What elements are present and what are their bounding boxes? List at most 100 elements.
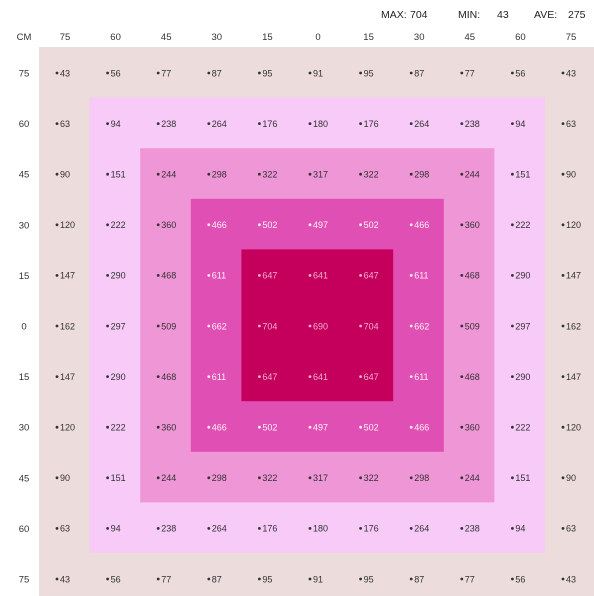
cell-marker: [409, 476, 413, 480]
cell-marker: [511, 425, 514, 429]
cell-marker: [106, 577, 109, 581]
cell-value: 162: [60, 321, 75, 331]
cell-value: 147: [60, 372, 75, 382]
cell-marker: [207, 71, 211, 75]
cell-marker: [258, 172, 261, 176]
cell-value: 90: [60, 473, 70, 483]
min-label: MIN:: [458, 9, 481, 21]
cell-value: 63: [566, 119, 576, 129]
max-value: 704: [410, 9, 428, 21]
y-tick-label: 15: [19, 271, 30, 282]
cell-marker: [55, 122, 59, 125]
cell-marker: [207, 375, 211, 378]
cell-value: 95: [364, 68, 374, 78]
cell-marker: [258, 375, 261, 378]
cell-marker: [207, 122, 211, 125]
cell-value: 611: [414, 372, 428, 382]
cell-marker: [409, 577, 413, 581]
cell-value: 290: [515, 372, 530, 382]
cell-marker: [55, 577, 59, 581]
cell-value: 63: [60, 524, 70, 534]
cell-value: 95: [364, 574, 374, 584]
cell-value: 162: [566, 321, 581, 331]
cell-value: 264: [212, 119, 227, 129]
cell-value: 647: [262, 372, 277, 382]
cell-value: 56: [111, 68, 121, 78]
cell-value: 238: [465, 119, 480, 129]
cell-marker: [561, 425, 565, 429]
cell-value: 43: [60, 68, 70, 78]
cell-value: 87: [212, 68, 222, 78]
cell-marker: [308, 223, 312, 227]
cell-marker: [359, 375, 362, 378]
cell-marker: [460, 223, 464, 227]
cell-marker: [409, 122, 413, 125]
cell-marker: [511, 324, 514, 328]
cell-marker: [511, 375, 514, 378]
cell-value: 322: [364, 170, 379, 180]
cell-value: 176: [262, 524, 277, 534]
cell-marker: [308, 324, 312, 328]
cell-value: 244: [465, 170, 480, 180]
cell-value: 90: [60, 170, 70, 180]
y-tick-label: 75: [19, 69, 30, 80]
cell-value: 502: [262, 220, 277, 230]
cell-value: 120: [60, 423, 75, 433]
cell-value: 502: [364, 220, 379, 230]
cell-marker: [55, 223, 59, 227]
cell-marker: [55, 71, 59, 75]
cell-value: 466: [212, 220, 227, 230]
cell-marker: [409, 172, 413, 176]
cell-value: 466: [414, 423, 429, 433]
cell-value: 641: [313, 372, 328, 382]
cell-value: 91: [313, 574, 323, 584]
cell-value: 298: [414, 170, 429, 180]
cell-value: 611: [212, 372, 226, 382]
corner-label: CM: [17, 32, 32, 43]
cell-marker: [258, 577, 261, 581]
x-tick-label: 15: [262, 32, 273, 43]
cell-value: 95: [262, 574, 272, 584]
x-tick-label: 30: [414, 32, 425, 43]
y-tick-label: 30: [19, 423, 30, 434]
cell-value: 360: [161, 423, 176, 433]
cell-marker: [156, 223, 160, 227]
cell-marker: [156, 375, 160, 378]
cell-value: 704: [364, 321, 379, 331]
cell-marker: [561, 476, 565, 480]
cell-marker: [207, 577, 211, 581]
x-tick-label: 60: [515, 32, 526, 43]
ave-label: AVE:: [534, 9, 558, 21]
cell-marker: [258, 425, 261, 429]
cell-marker: [359, 274, 362, 277]
cell-marker: [207, 425, 211, 429]
cell-value: 244: [465, 473, 480, 483]
band-4: [241, 249, 394, 402]
cell-value: 497: [313, 423, 328, 433]
x-tick-label: 30: [212, 32, 223, 43]
cell-marker: [55, 375, 59, 378]
cell-value: 222: [111, 220, 126, 230]
cell-value: 43: [566, 68, 576, 78]
cell-marker: [460, 274, 464, 277]
y-tick-label: 75: [19, 575, 30, 586]
cell-marker: [308, 172, 312, 176]
x-tick-label: 60: [110, 32, 121, 43]
cell-marker: [106, 425, 109, 429]
cell-value: 468: [161, 372, 176, 382]
cell-value: 360: [465, 423, 480, 433]
y-tick-label: 45: [19, 473, 30, 484]
cell-marker: [511, 122, 514, 125]
cell-marker: [106, 172, 109, 176]
cell-value: 468: [465, 271, 480, 281]
cell-value: 690: [313, 321, 328, 331]
cell-value: 298: [212, 170, 227, 180]
cell-value: 63: [60, 119, 70, 129]
cell-value: 94: [515, 524, 525, 534]
cell-value: 222: [515, 220, 530, 230]
cell-value: 147: [566, 271, 581, 281]
cell-marker: [460, 324, 464, 328]
x-tick-label: 0: [315, 32, 320, 43]
cell-value: 322: [262, 170, 277, 180]
cell-marker: [207, 476, 211, 480]
